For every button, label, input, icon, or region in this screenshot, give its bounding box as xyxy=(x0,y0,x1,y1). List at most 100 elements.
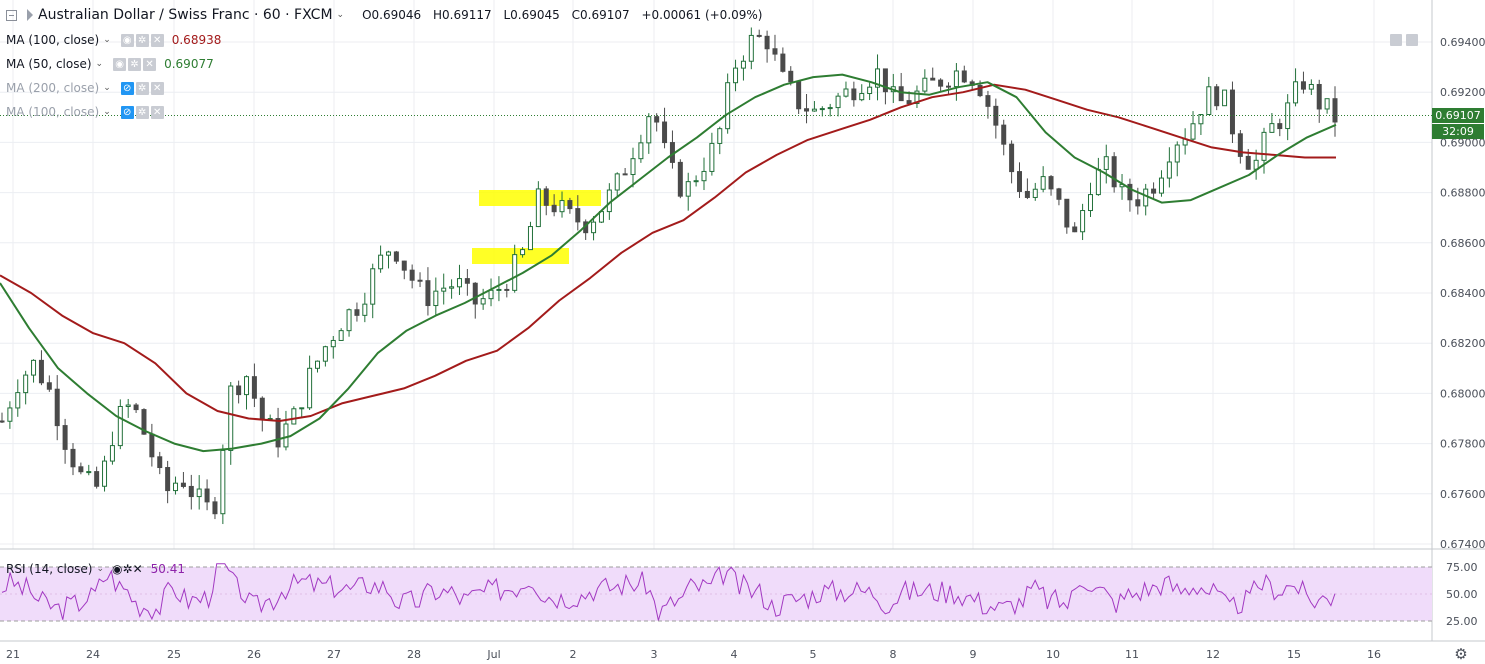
y-tick-label: 0.68200 xyxy=(1440,337,1485,350)
candle-body xyxy=(236,385,242,396)
gear-icon[interactable]: ⚙ xyxy=(1454,645,1467,663)
candle-body xyxy=(425,280,431,307)
candle-body xyxy=(993,105,999,126)
candle-body xyxy=(283,423,289,448)
candle-body xyxy=(322,346,328,362)
settings-icon[interactable]: ✲ xyxy=(135,105,149,119)
eye-icon[interactable]: ◉ xyxy=(113,57,127,71)
candle-body xyxy=(401,260,407,271)
candle-body xyxy=(1300,81,1306,90)
candle-body xyxy=(275,418,281,448)
rsi-legend[interactable]: RSI (14, close) ⌄ ◉ ✲ ✕ 50.41 xyxy=(6,562,185,576)
indicator-label[interactable]: MA (50, close) xyxy=(6,57,92,71)
candle-body xyxy=(102,460,108,487)
candle-body xyxy=(662,121,668,144)
candle-body xyxy=(882,68,888,93)
indicator-label[interactable]: MA (200, close) xyxy=(6,81,100,95)
candle-body xyxy=(953,70,959,88)
y-tick-label: 0.67600 xyxy=(1440,488,1485,501)
candle-body xyxy=(472,282,478,305)
rsi-label[interactable]: RSI (14, close) xyxy=(6,562,93,576)
close-icon[interactable]: ✕ xyxy=(132,562,143,576)
settings-icon[interactable]: ✲ xyxy=(128,57,142,71)
y-tick-label: 0.68400 xyxy=(1440,287,1485,300)
candle-body xyxy=(811,108,817,112)
candle-body xyxy=(1009,143,1015,173)
candle-body xyxy=(196,488,202,498)
close-icon[interactable]: ✕ xyxy=(150,105,164,119)
x-tick-label: 9 xyxy=(970,648,977,661)
chevron-down-icon[interactable]: ⌄ xyxy=(336,10,345,20)
x-tick-label: 12 xyxy=(1206,648,1220,661)
candle-body xyxy=(1080,210,1086,233)
close-icon[interactable]: ✕ xyxy=(150,81,164,95)
candle-body xyxy=(117,405,123,447)
candle-body xyxy=(930,77,936,81)
rsi-tick-label: 25.00 xyxy=(1446,615,1478,628)
candle-body xyxy=(1143,188,1149,207)
candle-body xyxy=(1095,168,1101,196)
candle-body xyxy=(1072,226,1078,233)
indicator-legend-0[interactable]: MA (100, close) ⌄ ◉ ✲ ✕ 0.68938 xyxy=(6,33,221,47)
candle-body xyxy=(985,95,991,107)
close-icon[interactable]: ✕ xyxy=(143,57,157,71)
collapse-icon[interactable] xyxy=(6,9,17,21)
indicator-legend-3[interactable]: MA (100, close) ⌄ ⊘ ✲ ✕ xyxy=(6,105,166,119)
chevron-down-icon[interactable]: ⌄ xyxy=(103,107,111,117)
candle-body xyxy=(701,170,707,182)
close-icon[interactable]: ✕ xyxy=(150,33,164,47)
candle-body xyxy=(1229,89,1235,135)
candle-body xyxy=(354,309,360,316)
candle-body xyxy=(173,482,179,492)
candle-body xyxy=(1135,199,1141,207)
candle-body xyxy=(1056,188,1062,200)
candle-body xyxy=(23,374,29,394)
eye-off-icon[interactable]: ⊘ xyxy=(120,81,134,95)
chevron-down-icon[interactable]: ⌄ xyxy=(103,83,111,93)
eye-off-icon[interactable]: ⊘ xyxy=(120,105,134,119)
candle-body xyxy=(86,471,92,474)
settings-icon[interactable]: ✲ xyxy=(135,33,149,47)
candle-body xyxy=(165,467,171,492)
candle-body xyxy=(693,180,699,183)
candle-body xyxy=(614,173,620,191)
indicator-legend-2[interactable]: MA (200, close) ⌄ ⊘ ✲ ✕ xyxy=(6,81,166,95)
candle-body xyxy=(1040,176,1046,190)
candle-body xyxy=(0,420,5,423)
candle-body xyxy=(512,254,518,291)
x-tick-label: 27 xyxy=(327,648,341,661)
chevron-down-icon[interactable]: ⌄ xyxy=(103,35,111,45)
rsi-value: 50.41 xyxy=(150,562,185,576)
candle-body xyxy=(1111,156,1117,188)
candle-body xyxy=(1214,86,1220,107)
candle-body xyxy=(1158,177,1164,194)
symbol-title[interactable]: Australian Dollar / Swiss Franc · 60 · F… xyxy=(38,7,333,23)
last-price-tag: 0.69107 xyxy=(1432,108,1484,123)
maximize-button[interactable] xyxy=(1406,34,1418,46)
grid xyxy=(0,0,1432,549)
candle-body xyxy=(780,53,786,72)
chevron-down-icon[interactable]: ⌄ xyxy=(96,564,105,574)
candle-body xyxy=(346,309,352,332)
low-value: L0.69045 xyxy=(503,8,560,22)
candle-body xyxy=(54,388,60,427)
indicator-label[interactable]: MA (100, close) xyxy=(6,33,100,47)
candle-body xyxy=(299,407,305,410)
eye-icon[interactable]: ◉ xyxy=(112,562,123,576)
candle-body xyxy=(1127,183,1133,201)
y-tick-label: 0.67400 xyxy=(1440,538,1485,551)
settings-icon[interactable]: ✲ xyxy=(135,81,149,95)
candle-body xyxy=(630,158,636,176)
indicator-label[interactable]: MA (100, close) xyxy=(6,105,100,119)
settings-icon[interactable]: ✲ xyxy=(122,562,133,576)
candle-body xyxy=(1222,89,1228,107)
eye-icon[interactable]: ◉ xyxy=(120,33,134,47)
chevron-down-icon[interactable]: ⌄ xyxy=(95,59,104,69)
flag-icon[interactable] xyxy=(27,9,33,21)
candle-body xyxy=(417,279,423,282)
candle-body xyxy=(1166,161,1172,179)
indicator-legend-1[interactable]: MA (50, close) ⌄ ◉ ✲ ✕ 0.69077 xyxy=(6,57,214,71)
candle-body xyxy=(843,88,849,97)
scroll-down-button[interactable] xyxy=(1390,34,1402,46)
